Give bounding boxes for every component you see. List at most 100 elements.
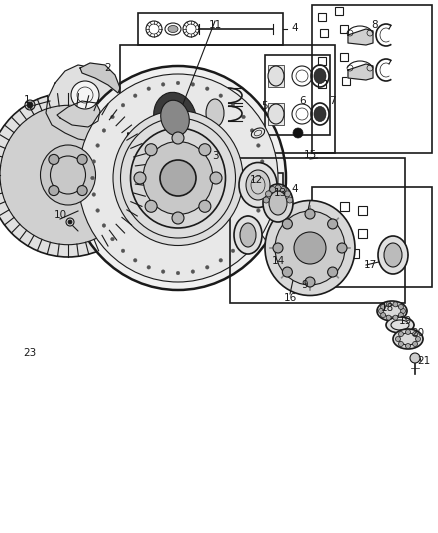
Circle shape [416, 336, 420, 342]
Circle shape [27, 102, 33, 108]
Circle shape [242, 115, 245, 119]
Circle shape [257, 144, 260, 147]
Circle shape [91, 176, 94, 180]
Polygon shape [348, 64, 373, 80]
Circle shape [199, 200, 211, 212]
Polygon shape [46, 65, 120, 141]
Circle shape [263, 197, 269, 203]
Polygon shape [80, 63, 120, 93]
Circle shape [399, 313, 403, 318]
Circle shape [381, 304, 385, 309]
Circle shape [160, 160, 196, 196]
Circle shape [134, 94, 137, 98]
Circle shape [399, 332, 403, 336]
Circle shape [25, 100, 35, 110]
Ellipse shape [268, 66, 284, 86]
Polygon shape [348, 29, 373, 45]
Circle shape [71, 81, 99, 109]
Circle shape [92, 160, 95, 163]
Text: 1: 1 [24, 95, 30, 105]
Text: 11: 11 [208, 20, 222, 30]
Bar [312, 5, 432, 153]
Circle shape [406, 329, 410, 335]
Circle shape [283, 219, 293, 229]
Circle shape [134, 172, 146, 184]
Circle shape [386, 315, 391, 320]
Circle shape [199, 144, 211, 156]
Text: 10: 10 [53, 210, 67, 220]
Text: 17: 17 [364, 260, 377, 270]
Bar [340, 202, 349, 211]
Bar [265, 55, 330, 135]
Circle shape [161, 83, 165, 86]
Circle shape [280, 187, 286, 192]
Circle shape [285, 191, 290, 197]
Circle shape [191, 270, 194, 273]
Polygon shape [57, 101, 100, 127]
Text: 16: 16 [283, 293, 297, 303]
Text: 18: 18 [380, 303, 394, 313]
Ellipse shape [265, 200, 355, 295]
Circle shape [393, 315, 398, 320]
Text: 20: 20 [411, 328, 424, 338]
Ellipse shape [168, 185, 178, 192]
Circle shape [328, 267, 338, 277]
Ellipse shape [393, 329, 423, 349]
Circle shape [273, 243, 283, 253]
Bar [138, 13, 283, 45]
Bar [318, 80, 326, 88]
Polygon shape [126, 95, 228, 145]
Circle shape [261, 160, 264, 163]
Circle shape [210, 172, 222, 184]
Ellipse shape [269, 191, 287, 215]
Circle shape [294, 232, 326, 264]
Text: 12: 12 [249, 175, 263, 185]
Text: 3: 3 [212, 151, 218, 161]
Text: 4: 4 [292, 23, 298, 33]
Circle shape [66, 218, 74, 226]
Circle shape [328, 219, 338, 229]
Circle shape [381, 313, 385, 318]
Circle shape [68, 220, 72, 224]
Bar [268, 103, 284, 125]
Circle shape [413, 332, 417, 336]
Circle shape [265, 191, 272, 197]
Ellipse shape [40, 145, 95, 205]
Circle shape [111, 237, 114, 241]
Ellipse shape [240, 223, 256, 247]
Circle shape [121, 103, 125, 107]
Text: 13: 13 [273, 188, 286, 198]
Ellipse shape [143, 141, 213, 214]
Text: 7: 7 [328, 96, 336, 106]
Ellipse shape [263, 184, 293, 222]
Ellipse shape [314, 69, 326, 84]
Ellipse shape [0, 93, 148, 257]
Circle shape [231, 249, 235, 253]
Circle shape [96, 209, 99, 212]
Circle shape [393, 302, 398, 307]
Circle shape [96, 144, 99, 147]
Circle shape [400, 309, 406, 313]
Ellipse shape [378, 236, 408, 274]
Circle shape [49, 185, 59, 196]
Text: 6: 6 [300, 96, 306, 106]
Circle shape [145, 144, 157, 156]
Circle shape [305, 277, 315, 287]
Text: 2: 2 [105, 63, 111, 73]
Circle shape [293, 128, 303, 138]
Text: 5: 5 [261, 101, 268, 111]
Circle shape [145, 200, 157, 212]
Circle shape [172, 132, 184, 144]
Bar [312, 187, 432, 287]
Text: 14: 14 [272, 256, 285, 266]
Circle shape [176, 81, 180, 85]
Ellipse shape [275, 211, 345, 285]
Bar [318, 13, 326, 21]
Ellipse shape [268, 104, 284, 124]
Ellipse shape [131, 128, 226, 228]
Circle shape [102, 128, 106, 132]
Circle shape [219, 94, 223, 98]
Ellipse shape [206, 99, 224, 127]
Circle shape [262, 176, 265, 180]
Bar [330, 252, 339, 261]
